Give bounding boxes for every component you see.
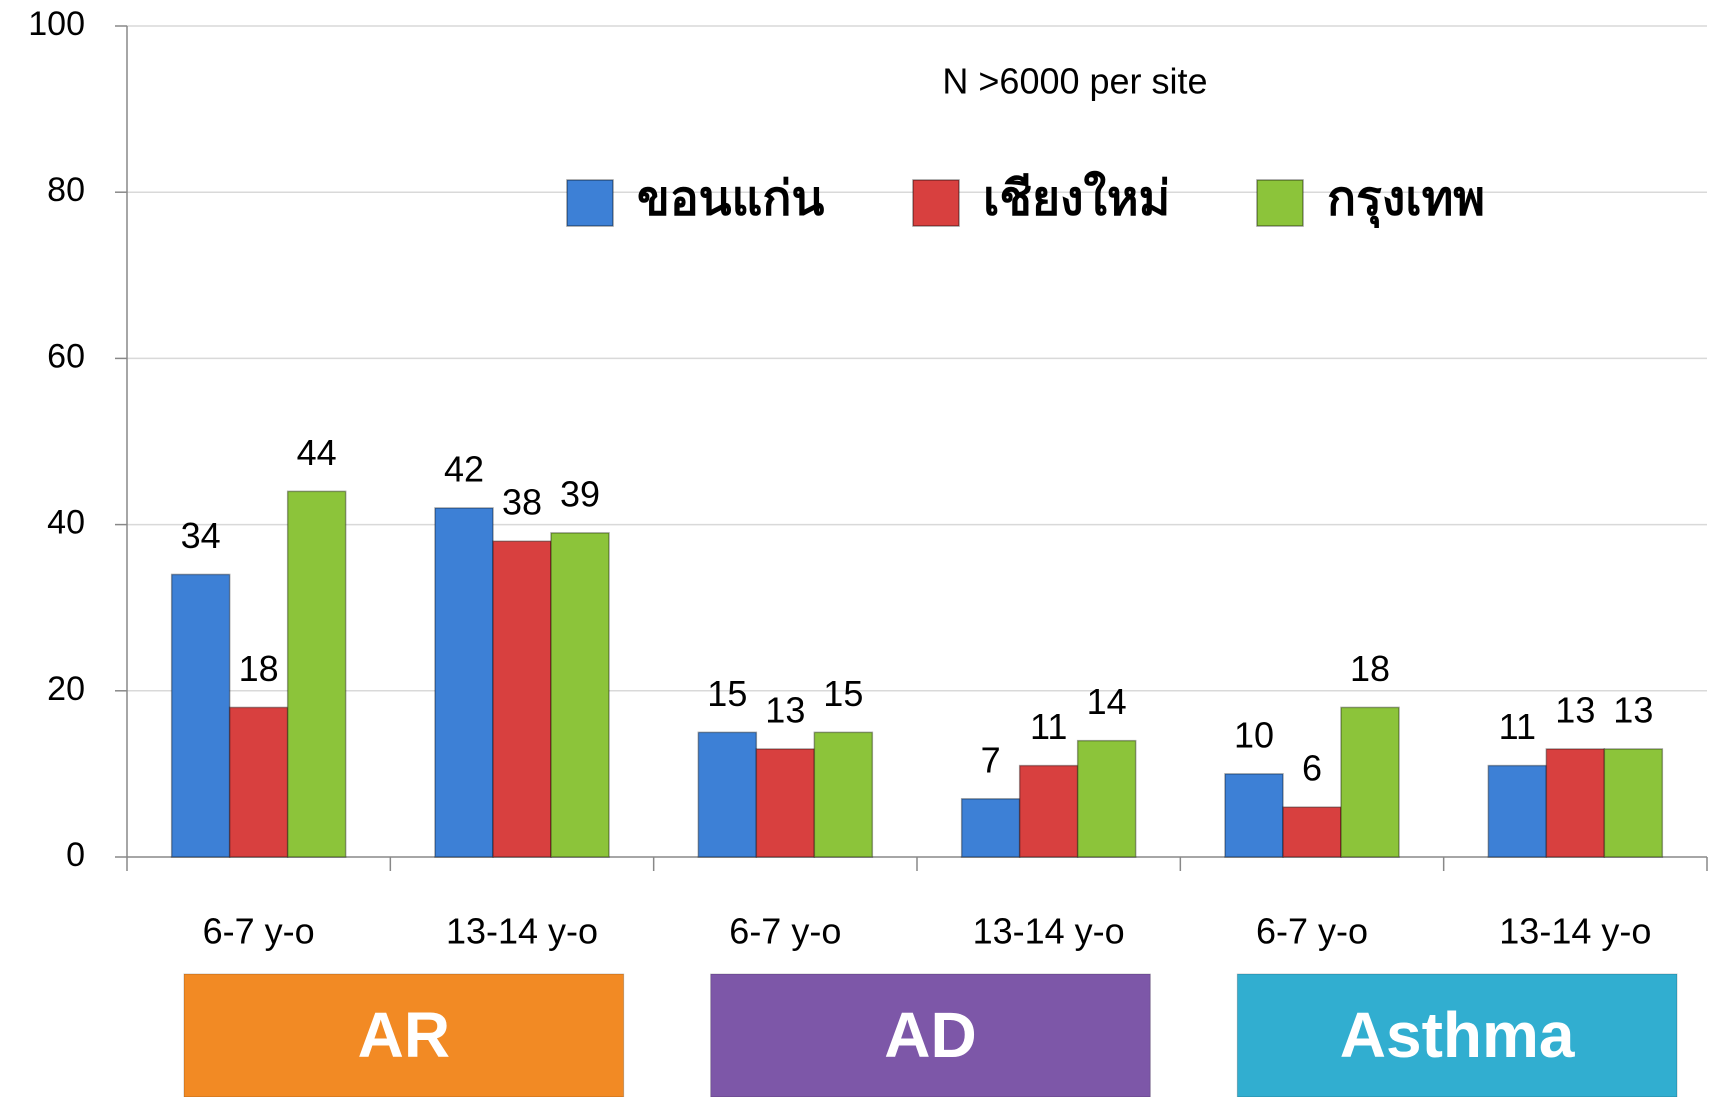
bar bbox=[1487, 764, 1548, 858]
bar bbox=[1545, 748, 1606, 858]
y-tick-label: 100 bbox=[28, 5, 85, 43]
bar bbox=[1018, 764, 1079, 858]
x-tick-label: 13-14 y-o bbox=[446, 911, 598, 952]
data-label: 14 bbox=[1087, 681, 1127, 722]
data-label: 34 bbox=[181, 515, 221, 556]
bar bbox=[228, 706, 289, 858]
x-tick-label: 6-7 y-o bbox=[203, 911, 315, 952]
bar bbox=[755, 748, 816, 858]
data-label: 42 bbox=[444, 448, 484, 489]
bar bbox=[286, 490, 347, 858]
x-tick-label: 6-7 y-o bbox=[1256, 911, 1368, 952]
data-label: 6 bbox=[1302, 748, 1322, 789]
bar bbox=[1076, 739, 1137, 858]
bar bbox=[434, 507, 494, 858]
group-label: AD bbox=[884, 999, 976, 1071]
bar bbox=[170, 573, 231, 858]
x-tick-label: 13-14 y-o bbox=[1499, 911, 1651, 952]
data-label: 39 bbox=[560, 473, 600, 514]
data-label: 15 bbox=[707, 673, 747, 714]
x-tick-label: 6-7 y-o bbox=[729, 911, 841, 952]
y-tick-label: 0 bbox=[66, 836, 85, 874]
y-tick-label: 20 bbox=[47, 670, 85, 708]
bar bbox=[1603, 748, 1664, 858]
legend-swatch bbox=[912, 179, 960, 227]
data-label: 11 bbox=[1499, 706, 1536, 747]
group-box bbox=[1236, 973, 1678, 1097]
data-label: 13 bbox=[1555, 689, 1595, 730]
group-box bbox=[183, 973, 625, 1097]
data-label: 18 bbox=[1350, 648, 1390, 689]
data-label: 13 bbox=[765, 689, 805, 730]
annotation: N >6000 per site bbox=[942, 61, 1207, 102]
group-label: AR bbox=[358, 999, 450, 1071]
y-tick-label: 80 bbox=[47, 171, 85, 209]
data-label: 18 bbox=[239, 648, 279, 689]
data-label: 10 bbox=[1234, 714, 1274, 755]
data-label: 44 bbox=[297, 432, 337, 473]
bar bbox=[1224, 773, 1284, 858]
y-tick-label: 60 bbox=[47, 337, 85, 375]
bar bbox=[492, 540, 552, 858]
data-label: 11 bbox=[1030, 706, 1067, 747]
bar bbox=[550, 532, 610, 858]
group-box bbox=[710, 973, 1151, 1097]
bar bbox=[1340, 706, 1400, 858]
bar bbox=[697, 731, 758, 858]
bar bbox=[1282, 806, 1342, 858]
x-tick-label: 13-14 y-o bbox=[973, 911, 1125, 952]
legend-swatch bbox=[566, 179, 614, 227]
legend-label: กรุงเทพ bbox=[1327, 173, 1485, 229]
data-label: 38 bbox=[502, 482, 542, 523]
legend-swatch bbox=[1256, 179, 1304, 227]
y-tick-label: 40 bbox=[47, 504, 85, 542]
group-label: Asthma bbox=[1340, 999, 1575, 1071]
bar bbox=[960, 798, 1021, 858]
bar bbox=[813, 731, 874, 858]
legend-label: เชียงใหม่ bbox=[983, 170, 1170, 226]
data-label: 15 bbox=[823, 673, 863, 714]
data-label: 13 bbox=[1613, 689, 1653, 730]
data-label: 7 bbox=[981, 739, 1001, 780]
legend-label: ขอนแก่น bbox=[637, 173, 824, 226]
